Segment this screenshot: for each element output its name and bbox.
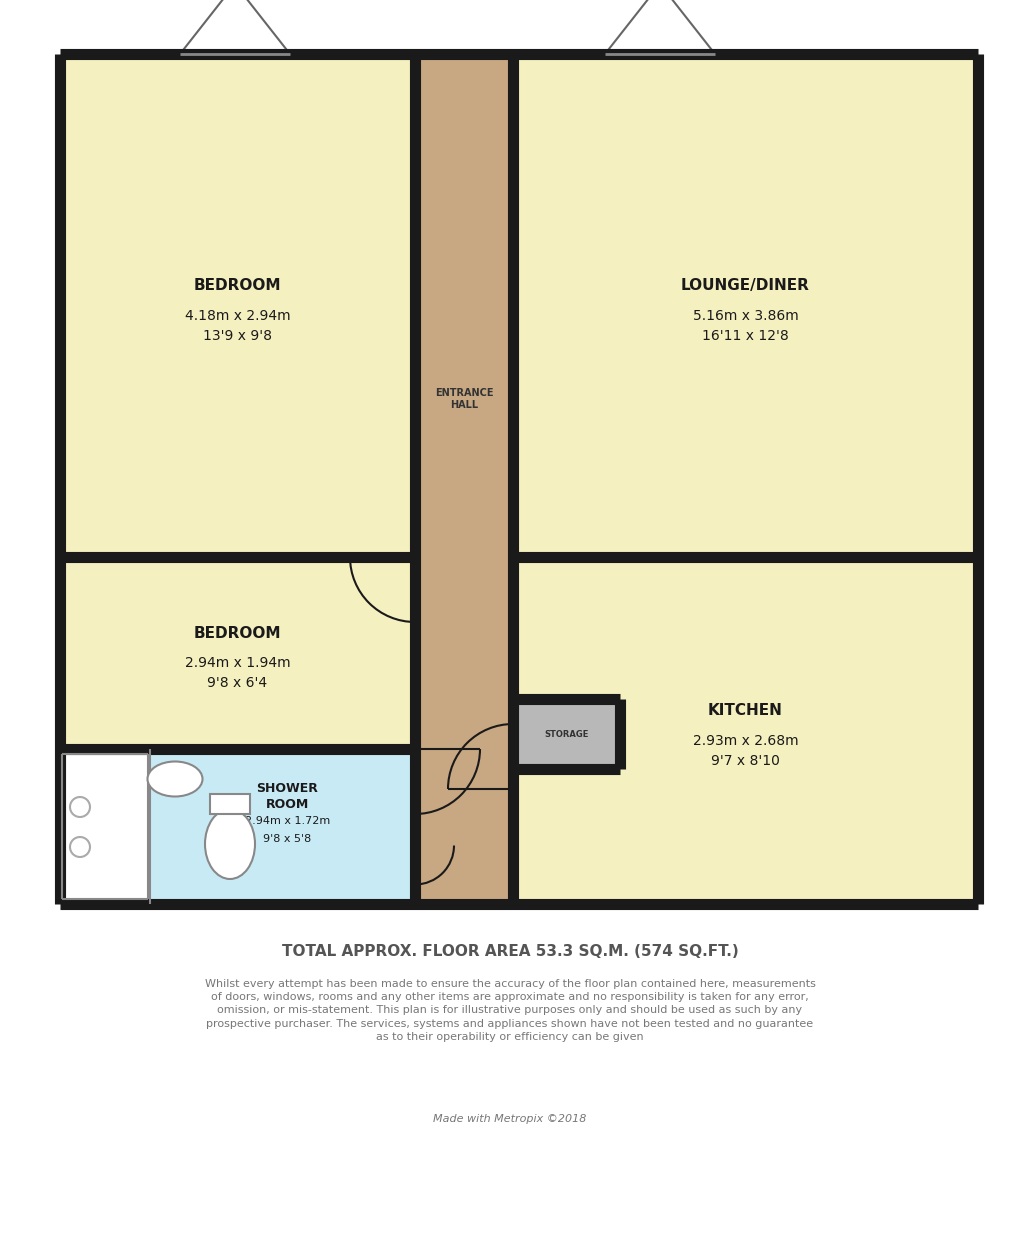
Text: Made with Metropix ©2018: Made with Metropix ©2018 bbox=[433, 1114, 586, 1124]
Text: 5.16m x 3.86m: 5.16m x 3.86m bbox=[692, 309, 798, 322]
Text: 2.94m x 1.72m: 2.94m x 1.72m bbox=[245, 817, 330, 826]
Text: SHOWER
ROOM: SHOWER ROOM bbox=[257, 783, 318, 810]
Bar bbox=[62, 755, 148, 900]
Bar bbox=[415, 55, 513, 904]
Bar bbox=[60, 750, 150, 904]
Bar bbox=[60, 55, 415, 558]
Text: BEDROOM: BEDROOM bbox=[194, 626, 281, 641]
Text: 2.94m x 1.94m: 2.94m x 1.94m bbox=[184, 655, 290, 670]
Text: 9'8 x 5'8: 9'8 x 5'8 bbox=[263, 834, 312, 844]
Text: 9'7 x 8'10: 9'7 x 8'10 bbox=[710, 753, 780, 767]
Text: 2.93m x 2.68m: 2.93m x 2.68m bbox=[692, 733, 798, 747]
Text: 4.18m x 2.94m: 4.18m x 2.94m bbox=[184, 309, 290, 322]
Text: 16'11 x 12'8: 16'11 x 12'8 bbox=[701, 328, 788, 342]
Text: STORAGE: STORAGE bbox=[544, 730, 588, 738]
Bar bbox=[513, 55, 977, 558]
Bar bbox=[60, 750, 415, 904]
Text: LOUNGE/DINER: LOUNGE/DINER bbox=[681, 278, 809, 292]
Text: BEDROOM: BEDROOM bbox=[194, 278, 281, 292]
Text: TOTAL APPROX. FLOOR AREA 53.3 SQ.M. (574 SQ.FT.): TOTAL APPROX. FLOOR AREA 53.3 SQ.M. (574… bbox=[281, 944, 738, 959]
Ellipse shape bbox=[205, 809, 255, 878]
Bar bbox=[60, 558, 415, 750]
Bar bbox=[513, 699, 620, 769]
Bar bbox=[210, 794, 250, 814]
Text: ENTRANCE
HALL: ENTRANCE HALL bbox=[434, 388, 493, 410]
Text: 13'9 x 9'8: 13'9 x 9'8 bbox=[203, 328, 272, 342]
Text: KITCHEN: KITCHEN bbox=[707, 703, 783, 717]
Ellipse shape bbox=[148, 762, 203, 797]
Bar bbox=[513, 558, 977, 904]
Text: 9'8 x 6'4: 9'8 x 6'4 bbox=[207, 676, 267, 690]
Text: Whilst every attempt has been made to ensure the accuracy of the floor plan cont: Whilst every attempt has been made to en… bbox=[205, 979, 814, 1042]
